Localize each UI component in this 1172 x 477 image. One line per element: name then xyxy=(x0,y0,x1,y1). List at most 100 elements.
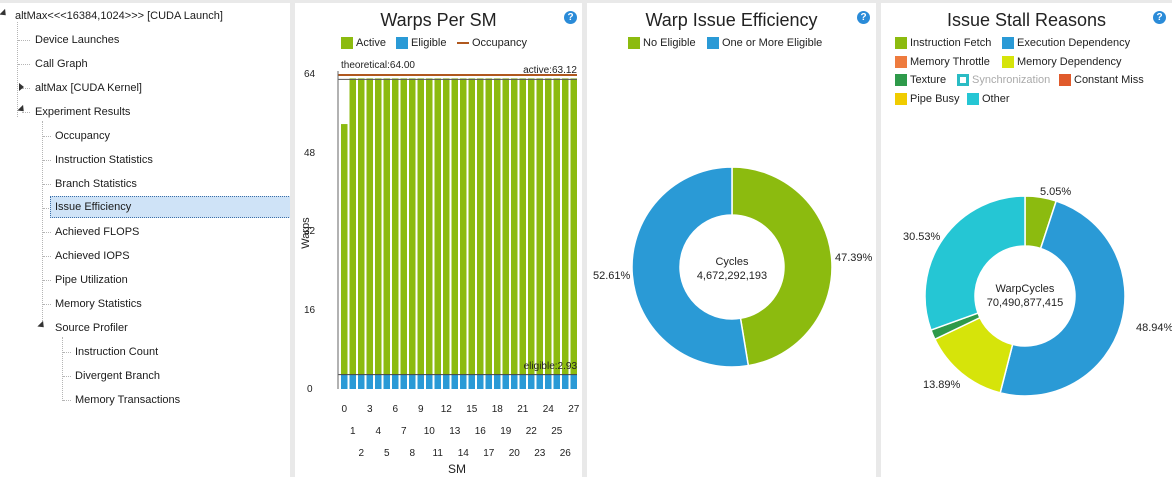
eligible-bar-sm-27[interactable] xyxy=(570,374,578,389)
active-bar-sm-25[interactable] xyxy=(553,78,561,389)
active-bar-sm-27[interactable] xyxy=(570,78,578,389)
active-bar-sm-11[interactable] xyxy=(434,78,442,389)
eligible-bar-sm-18[interactable] xyxy=(494,374,501,389)
collapse-root-icon[interactable] xyxy=(0,8,9,19)
eligible-bar-sm-7[interactable] xyxy=(400,374,408,389)
expand-kernel-icon[interactable] xyxy=(19,83,24,91)
eligible-bar-sm-23[interactable] xyxy=(536,374,544,389)
legend-constant-miss: Constant Miss xyxy=(1059,74,1144,86)
tree-item-root[interactable]: altMax<<<16384,1024>>> [CUDA Launch] xyxy=(15,10,223,22)
x-tick-27: 27 xyxy=(568,404,580,415)
y-tick-64: 64 xyxy=(304,69,316,80)
active-bar-sm-23[interactable] xyxy=(536,78,544,389)
active-bar-sm-2[interactable] xyxy=(358,78,365,389)
tree-item-device-launches[interactable]: Device Launches xyxy=(35,34,120,46)
x-tick-0: 0 xyxy=(341,404,347,415)
eligible-bar-sm-25[interactable] xyxy=(553,374,561,389)
active-bar-sm-13[interactable] xyxy=(451,78,459,389)
legend-active-swatch xyxy=(341,37,353,49)
active-bar-sm-16[interactable] xyxy=(477,78,484,389)
tree-item-branch-statistics[interactable]: Branch Statistics xyxy=(55,178,137,190)
active-bar-sm-0[interactable] xyxy=(341,124,348,389)
eligible-label: eligible:2.93 xyxy=(524,361,578,372)
eligible-bar-sm-8[interactable] xyxy=(409,374,416,389)
tree-item-divergent-branch[interactable]: Divergent Branch xyxy=(75,370,160,382)
warps-help-icon[interactable]: ? xyxy=(564,11,577,24)
eligible-bar-sm-15[interactable] xyxy=(468,374,476,389)
active-bar-sm-1[interactable] xyxy=(349,78,357,389)
eligible-bar-sm-10[interactable] xyxy=(426,374,433,389)
tree-item-achieved-flops[interactable]: Achieved FLOPS xyxy=(55,226,140,238)
active-bar-sm-4[interactable] xyxy=(375,78,382,389)
x-tick-16: 16 xyxy=(475,426,487,437)
active-bar-sm-22[interactable] xyxy=(528,78,535,389)
stall-slice-other[interactable] xyxy=(924,195,1026,332)
x-tick-24: 24 xyxy=(543,404,555,415)
eligible-bar-sm-17[interactable] xyxy=(485,374,493,389)
legend-memory-throttle-label: Memory Throttle xyxy=(910,56,990,68)
eligible-bar-sm-13[interactable] xyxy=(451,374,459,389)
eligible-bar-sm-0[interactable] xyxy=(341,374,348,389)
eligible-bar-sm-2[interactable] xyxy=(358,374,365,389)
eligible-bar-sm-24[interactable] xyxy=(545,374,552,389)
eligible-bar-sm-9[interactable] xyxy=(417,374,425,389)
tree-item-issue-efficiency[interactable]: Issue Efficiency xyxy=(50,196,290,218)
active-bar-sm-9[interactable] xyxy=(417,78,425,389)
active-bar-sm-15[interactable] xyxy=(468,78,476,389)
eligible-bar-sm-20[interactable] xyxy=(511,374,518,389)
stall-center-value: 70,490,877,415 xyxy=(987,297,1063,309)
active-bar-sm-26[interactable] xyxy=(562,78,569,389)
legend-texture: Texture xyxy=(895,74,946,86)
active-bar-sm-6[interactable] xyxy=(392,78,399,389)
eligible-bar-sm-26[interactable] xyxy=(562,374,569,389)
efficiency-slice-no-eligible[interactable] xyxy=(731,166,833,367)
tree-item-achieved-iops[interactable]: Achieved IOPS xyxy=(55,250,130,262)
tree-item-source-profiler[interactable]: Source Profiler xyxy=(55,322,128,334)
eligible-bar-sm-19[interactable] xyxy=(502,374,510,389)
legend-active: Active xyxy=(341,37,386,49)
eligible-bar-sm-14[interactable] xyxy=(460,374,467,389)
legend-no-eligible-swatch xyxy=(628,37,640,49)
active-bar-sm-10[interactable] xyxy=(426,78,433,389)
collapse-source-profiler-icon[interactable] xyxy=(37,320,47,331)
tree-item-experiment-results[interactable]: Experiment Results xyxy=(35,106,131,118)
eligible-bar-sm-12[interactable] xyxy=(443,374,450,389)
efficiency-help-icon[interactable]: ? xyxy=(857,11,870,24)
tree-item-occupancy[interactable]: Occupancy xyxy=(55,130,111,142)
tree-item-pipe-utilization[interactable]: Pipe Utilization xyxy=(55,274,128,286)
eligible-bar-sm-22[interactable] xyxy=(528,374,535,389)
active-bar-sm-19[interactable] xyxy=(502,78,510,389)
tree-item-memory-transactions[interactable]: Memory Transactions xyxy=(75,394,181,406)
eligible-bar-sm-6[interactable] xyxy=(392,374,399,389)
active-bar-sm-21[interactable] xyxy=(519,78,527,389)
stall-pct-bottom: 13.89% xyxy=(923,379,961,391)
stall-slice-execution-dependency[interactable] xyxy=(999,200,1126,397)
tree-item-instruction-count[interactable]: Instruction Count xyxy=(75,346,159,358)
eligible-bar-sm-1[interactable] xyxy=(349,374,357,389)
active-bar-sm-20[interactable] xyxy=(511,78,518,389)
eligible-bar-sm-3[interactable] xyxy=(366,374,374,389)
eligible-bar-sm-21[interactable] xyxy=(519,374,527,389)
efficiency-slice-one-or-more-eligible[interactable] xyxy=(631,166,750,368)
active-bar-sm-24[interactable] xyxy=(545,78,552,389)
legend-occupancy-swatch xyxy=(457,42,469,44)
active-bar-sm-12[interactable] xyxy=(443,78,450,389)
tree-item-call-graph[interactable]: Call Graph xyxy=(35,58,88,70)
eligible-bar-sm-16[interactable] xyxy=(477,374,484,389)
tree-item-instruction-statistics[interactable]: Instruction Statistics xyxy=(55,154,153,166)
active-bar-sm-3[interactable] xyxy=(366,78,374,389)
active-bar-sm-18[interactable] xyxy=(494,78,501,389)
x-tick-8: 8 xyxy=(409,448,415,459)
active-bar-sm-17[interactable] xyxy=(485,78,493,389)
eligible-bar-sm-4[interactable] xyxy=(375,374,382,389)
eligible-bar-sm-5[interactable] xyxy=(383,374,391,389)
active-bar-sm-5[interactable] xyxy=(383,78,391,389)
active-bar-sm-7[interactable] xyxy=(400,78,408,389)
tree-item-kernel[interactable]: altMax [CUDA Kernel] xyxy=(35,82,142,94)
tree-item-memory-statistics[interactable]: Memory Statistics xyxy=(55,298,142,310)
eligible-bar-sm-11[interactable] xyxy=(434,374,442,389)
active-bar-sm-8[interactable] xyxy=(409,78,416,389)
active-bar-sm-14[interactable] xyxy=(460,78,467,389)
x-tick-15: 15 xyxy=(466,404,478,415)
stall-help-icon[interactable]: ? xyxy=(1153,11,1166,24)
